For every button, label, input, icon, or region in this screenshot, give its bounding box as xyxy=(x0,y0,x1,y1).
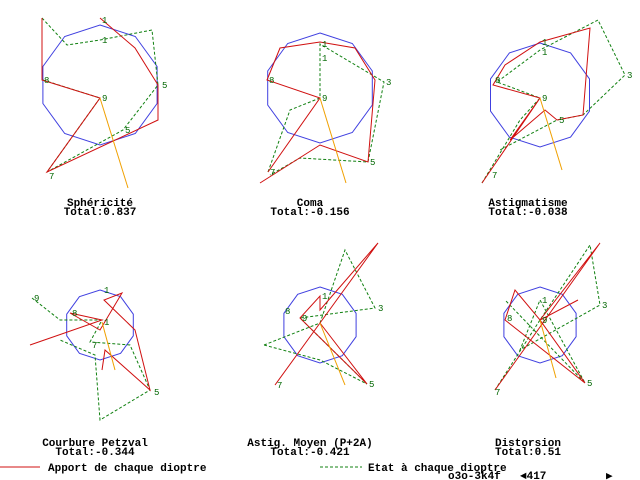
state-path xyxy=(481,19,626,184)
surface-label: 5 xyxy=(370,158,375,168)
total-vector xyxy=(319,97,347,184)
status-code: o3o-3k4f xyxy=(448,471,501,480)
panel-total: Total:-0.421 xyxy=(270,447,350,459)
panel-total: Total:0.837 xyxy=(64,207,137,219)
surface-label: 9 xyxy=(302,314,307,324)
surface-label: 9 xyxy=(102,94,107,104)
panel-total: Total:-0.156 xyxy=(270,207,349,219)
total-vector xyxy=(99,97,129,189)
surface-label: 5 xyxy=(125,126,130,136)
panel-title: Astigmatisme xyxy=(488,198,568,210)
surface-label: 5 xyxy=(587,379,592,389)
contribution-path xyxy=(29,292,151,392)
surface-label: 1 xyxy=(322,40,327,50)
total-vector xyxy=(539,319,557,379)
surface-label: 7 xyxy=(92,341,97,351)
surface-label: 3 xyxy=(627,71,632,81)
legend-state: Etat à chaque dioptre xyxy=(368,463,507,475)
surface-label: 8 xyxy=(495,76,500,86)
surface-label: 9 xyxy=(322,94,327,104)
surface-label: 8 xyxy=(507,314,512,324)
contribution-path xyxy=(41,17,159,174)
surface-label: 1 xyxy=(542,296,547,306)
contribution-path xyxy=(274,242,379,386)
panel-title: Astig. Moyen (P+2A) xyxy=(247,438,372,450)
state-path xyxy=(267,43,385,176)
contribution-path xyxy=(481,27,591,184)
surface-label: 5 xyxy=(154,388,159,398)
surface-label: 9 xyxy=(542,316,547,326)
surface-label: 1 xyxy=(542,48,547,58)
decagon xyxy=(66,289,134,361)
status-page[interactable]: ◄417 xyxy=(520,471,546,480)
panel-total: Total:0.51 xyxy=(495,447,561,459)
panel-title: Courbure Petzval xyxy=(42,438,148,450)
surface-label: 1 xyxy=(104,318,109,328)
surface-label: 1 xyxy=(322,54,327,64)
surface-label: 8 xyxy=(269,76,274,86)
surface-label: 3 xyxy=(602,301,607,311)
panel-total: Total:-0.344 xyxy=(55,447,135,459)
surface-label: 9 xyxy=(34,294,39,304)
surface-label: 8 xyxy=(44,76,49,86)
surface-label: 5 xyxy=(162,81,167,91)
total-vector xyxy=(539,97,563,171)
contribution-path xyxy=(494,242,601,391)
surface-label: 1 xyxy=(542,38,547,48)
surface-label: 7 xyxy=(270,168,275,178)
surface-label: 7 xyxy=(495,388,500,398)
surface-label: 3 xyxy=(386,78,391,88)
surface-label: 8 xyxy=(285,307,290,317)
contribution-path xyxy=(259,41,376,184)
surface-label: 1 xyxy=(102,36,107,46)
surface-label: 7 xyxy=(49,172,54,182)
legend-contribution: Apport de chaque dioptre xyxy=(48,463,207,475)
panel-title: Coma xyxy=(297,198,324,210)
panel-title: Distorsion xyxy=(495,438,561,450)
decagon xyxy=(283,286,357,364)
surface-label: 1 xyxy=(102,16,107,26)
surface-label: 7 xyxy=(277,381,282,391)
state-path xyxy=(31,297,151,421)
decagon xyxy=(490,42,590,148)
state-path xyxy=(41,17,159,173)
state-path xyxy=(494,243,601,391)
surface-label: 1 xyxy=(104,286,109,296)
surface-label: 8 xyxy=(72,309,77,319)
surface-label: 3 xyxy=(378,304,383,314)
decagon xyxy=(503,286,577,364)
panel-title: Sphéricité xyxy=(67,198,133,210)
total-vector xyxy=(101,321,116,371)
total-vector xyxy=(319,322,346,386)
surface-label: 9 xyxy=(542,94,547,104)
surface-label: 5 xyxy=(559,116,564,126)
panel-total: Total:-0.038 xyxy=(488,207,568,219)
surface-label: 7 xyxy=(492,171,497,181)
state-path xyxy=(263,248,376,385)
surface-label: 1 xyxy=(322,292,327,302)
next-button[interactable]: ▶ xyxy=(606,471,613,480)
surface-label: 5 xyxy=(369,380,374,390)
decagon xyxy=(42,24,158,146)
